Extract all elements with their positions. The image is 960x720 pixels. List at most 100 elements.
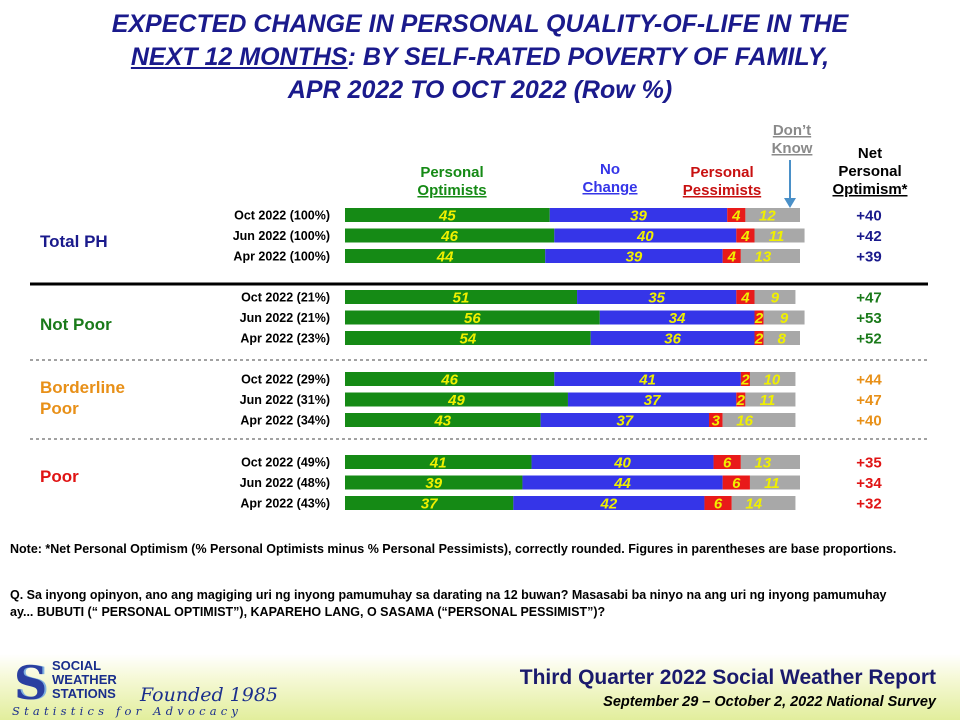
dont-know-arrow-head [784,198,796,208]
value-pessimists-g2-r3: 2 [754,331,764,348]
title-line-2-rest: : BY SELF-RATED POVERTY OF FAMILY, [347,43,830,71]
net-g2-r1: +47 [856,290,881,307]
value-pessimists-g4-r2: 6 [732,475,741,492]
row-label-g4-r1: Oct 2022 (49%) [241,456,330,470]
value-dont-know-g1-r1: 12 [759,208,776,225]
group-label-1-1: Total PH [40,232,108,251]
value-optimists-g3-r2: 49 [447,392,465,409]
bar-no-change-g1-r2 [554,228,737,243]
value-no-change-g4-r2: 44 [613,475,631,492]
title-line-3: APR 2022 TO OCT 2022 (Row %) [287,76,673,104]
row-label-g2-r1: Oct 2022 (21%) [241,291,330,305]
sws-logo-icon: S [14,656,48,710]
value-pessimists-g2-r1: 4 [740,290,750,307]
bar-optimists-g2-r3 [345,331,591,345]
row-label-g2-r2: Jun 2022 (21%) [240,311,330,325]
value-dont-know-g4-r1: 13 [755,455,772,472]
sws-logo-text: SOCIAL WEATHER STATIONS [52,659,117,701]
value-no-change-g4-r3: 42 [600,496,618,513]
bar-pessimists-g3-r1 [740,372,750,386]
bar-no-change-g1-r1 [549,208,728,222]
bar-pessimists-g1-r2 [736,228,755,243]
value-optimists-g1-r3: 44 [436,249,454,266]
bar-dont-know-g2-r3 [763,331,800,345]
row-label-g4-r2: Jun 2022 (48%) [240,476,330,490]
legend-optimists-line-1: Personal [420,164,483,181]
value-pessimists-g1-r1: 4 [731,208,741,225]
row-label-g3-r2: Jun 2022 (31%) [240,393,330,407]
value-no-change-g3-r3: 37 [616,413,633,430]
bar-optimists-g4-r3 [345,496,514,510]
net-g3-r1: +44 [856,372,882,389]
value-optimists-g1-r1: 45 [438,208,456,225]
bar-dont-know-g1-r2 [754,228,805,243]
bar-no-change-g4-r1 [531,455,714,469]
bar-no-change-g1-r3 [545,249,723,263]
bar-pessimists-g3-r3 [709,413,723,427]
bar-dont-know-g3-r3 [722,413,796,427]
net-optimism-note: Note: *Net Personal Optimism (% Personal… [10,542,897,556]
row-label-g3-r3: Apr 2022 (34%) [240,414,330,428]
bar-no-change-g3-r2 [567,392,737,407]
logo-line-stations: STATIONS [52,686,116,701]
value-pessimists-g1-r3: 4 [727,249,737,266]
bar-optimists-g1-r3 [345,249,546,263]
value-dont-know-g4-r2: 11 [764,475,780,492]
chart-title: EXPECTED CHANGE IN PERSONAL QUALITY-OF-L… [0,8,960,107]
row-label-g1-r3: Apr 2022 (100%) [233,250,330,264]
value-pessimists-g4-r3: 6 [714,496,723,513]
title-line-1: EXPECTED CHANGE IN PERSONAL QUALITY-OF-L… [111,10,849,38]
legend-net-optimism-line-2: Personal [838,163,901,180]
value-pessimists-g2-r2: 2 [754,310,764,327]
value-no-change-g3-r2: 37 [644,392,661,409]
legend-dont-know-line-1: Don’t [773,122,811,139]
bar-pessimists-g4-r3 [704,496,732,510]
row-label-g3-r1: Oct 2022 (29%) [241,373,330,387]
bar-no-change-g3-r1 [554,372,741,386]
bar-optimists-g2-r2 [345,310,600,325]
net-g1-r3: +39 [856,249,881,266]
bar-dont-know-g2-r1 [754,290,796,304]
value-optimists-g2-r3: 54 [460,331,477,348]
tagline: Statistics for Advocacy [12,704,243,718]
value-optimists-g2-r2: 56 [464,310,481,327]
value-no-change-g3-r1: 41 [638,372,656,389]
bar-dont-know-g3-r2 [745,392,796,407]
net-g1-r1: +40 [856,208,881,225]
group-label-3-2: Poor [40,399,79,418]
value-optimists-g2-r1: 51 [453,290,470,307]
net-g4-r1: +35 [856,455,881,472]
legend-net-optimism-line-1: Net [858,145,882,162]
value-dont-know-g2-r2: 9 [780,310,789,327]
bar-no-change-g2-r1 [577,290,737,304]
bar-pessimists-g1-r3 [722,249,741,263]
bar-pessimists-g1-r1 [727,208,746,222]
group-label-3-1: Borderline [40,378,125,397]
legend-net-optimism-line-3: Optimism* [832,181,907,198]
value-dont-know-g3-r2: 11 [760,392,776,409]
value-optimists-g3-r1: 46 [440,372,458,389]
value-pessimists-g3-r3: 3 [712,413,721,430]
logo-line-social: SOCIAL [52,658,102,673]
bar-no-change-g3-r3 [540,413,709,427]
bar-dont-know-g3-r1 [749,372,796,386]
value-pessimists-g4-r1: 6 [723,455,732,472]
net-g4-r2: +34 [856,475,882,492]
bar-no-change-g4-r3 [513,496,705,510]
legend-dont-know-line-2: Know [772,140,813,157]
bar-pessimists-g4-r1 [713,455,741,469]
net-g3-r2: +47 [856,392,881,409]
survey-question: Q. Sa inyong opinyon, ano ang magiging u… [10,588,887,619]
bar-optimists-g4-r2 [345,475,523,490]
net-g2-r3: +52 [856,331,881,348]
value-optimists-g4-r3: 37 [421,496,438,513]
bar-no-change-g2-r2 [599,310,755,325]
title-underlined: NEXT 12 MONTHS [130,43,348,71]
bar-no-change-g2-r3 [590,331,755,345]
report-subtitle: September 29 – October 2, 2022 National … [603,694,936,710]
bar-dont-know-g4-r1 [740,455,800,469]
footer: S SOCIAL WEATHER STATIONS Founded 1985 S… [0,654,960,720]
net-g2-r2: +53 [856,310,881,327]
legend-optimists-line-2: Optimists [417,182,486,199]
value-optimists-g4-r1: 41 [429,455,447,472]
